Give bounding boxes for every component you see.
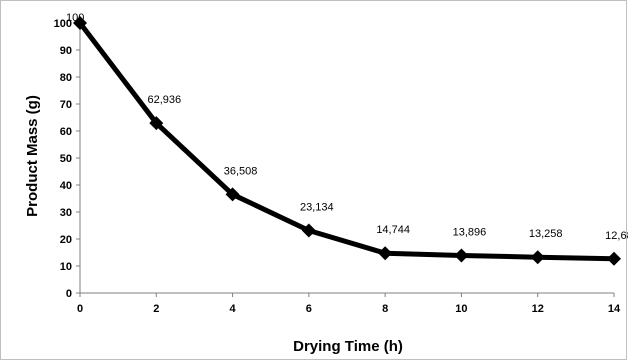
y-tick-labels: 0 10 20 30 40 50 60 70 80 90 100 [54, 18, 72, 300]
y-tick-label: 70 [60, 99, 72, 111]
y-tick-label: 40 [60, 180, 72, 192]
data-labels: 100 62,936 36,508 23,134 14,744 13,896 13,258 1… [66, 12, 628, 242]
y-tick-label: 50 [60, 153, 72, 165]
data-point-marker [301, 223, 316, 238]
x-axis-title: Drying Time (h) [293, 338, 403, 355]
y-tick-label: 80 [60, 72, 72, 84]
y-axis-title: Product Mass (g) [24, 95, 41, 217]
data-label: 23,134 [300, 202, 334, 214]
x-tick-labels: 0 2 4 6 8 10 12 14 [77, 303, 621, 315]
data-label: 100 [66, 12, 84, 24]
data-point-marker [530, 250, 545, 265]
y-tick-label: 30 [60, 207, 72, 219]
y-tick-label: 10 [60, 261, 72, 273]
data-point-marker [225, 187, 240, 202]
x-tick-label: 4 [230, 303, 237, 315]
x-tick-label: 12 [532, 303, 544, 315]
x-tick-label: 8 [382, 303, 388, 315]
data-label: 13,896 [453, 226, 487, 238]
data-point-marker [378, 246, 393, 261]
x-tick-label: 6 [306, 303, 312, 315]
data-point-marker [149, 116, 164, 131]
x-tick-label: 2 [153, 303, 159, 315]
series-line [77, 20, 617, 262]
data-label: 36,508 [224, 165, 258, 177]
data-point-marker [73, 16, 87, 30]
y-tick-label: 90 [60, 45, 72, 57]
data-label: 12,685 [605, 230, 628, 242]
y-tick-label: 0 [66, 288, 72, 300]
data-label: 62,936 [147, 94, 181, 106]
data-point-marker [454, 248, 469, 263]
data-label: 13,258 [529, 228, 563, 240]
x-tick-label: 10 [455, 303, 467, 315]
data-point-marker [607, 251, 621, 266]
x-tick-label: 14 [608, 303, 621, 315]
data-label: 14,744 [376, 224, 410, 236]
y-tick-label: 20 [60, 234, 72, 246]
x-tick-label: 0 [77, 303, 83, 315]
y-tick-label: 60 [60, 126, 72, 138]
y-tick-label: 100 [54, 18, 72, 30]
series-group [73, 16, 621, 266]
